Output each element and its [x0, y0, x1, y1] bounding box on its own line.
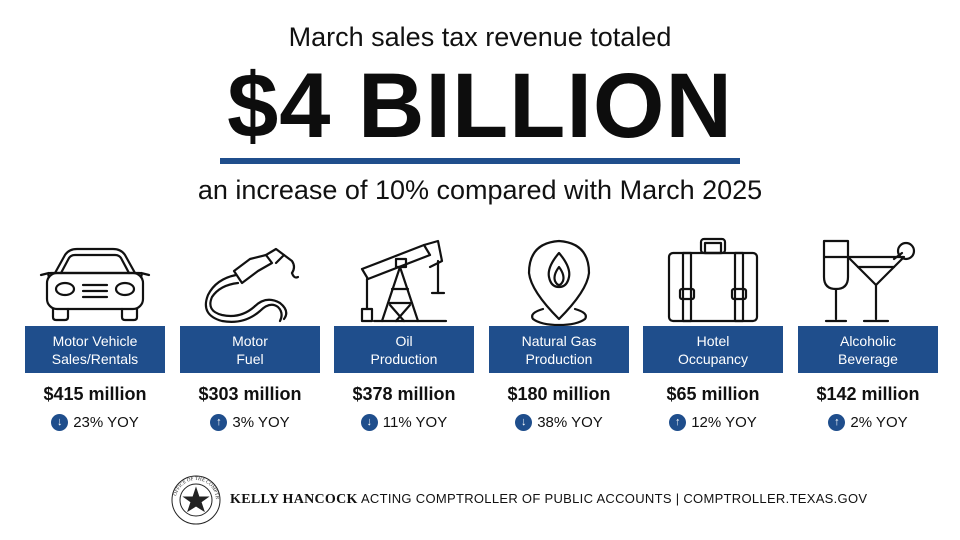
- arrow-up-icon: ↑: [828, 414, 846, 431]
- suitcase-icon: [643, 233, 783, 327]
- category-label-natural-gas: Natural Gas Production: [489, 326, 629, 373]
- headline: March sales tax revenue totaled: [288, 22, 672, 52]
- comptroller-seal-icon: OFFICE OF THE COMPTROLLER · TEXAS: [168, 471, 222, 526]
- footer: OFFICE OF THE COMPTROLLER · TEXAS KELLY …: [168, 471, 867, 526]
- yoy-motor-fuel: ↑ 3% YOY: [175, 414, 325, 431]
- fuel-nozzle-icon: [180, 233, 320, 327]
- footer-credit: KELLY HANCOCK ACTING COMPTROLLER OF PUBL…: [230, 491, 867, 508]
- arrow-down-icon: ↓: [360, 414, 378, 431]
- yoy-text: 11% YOY: [382, 414, 448, 431]
- amount-hotel-occupancy: $65 million: [666, 384, 760, 404]
- label-line: Motor Vehicle: [52, 332, 138, 349]
- arrow-down-icon: ↓: [515, 414, 533, 431]
- amount-natural-gas: $180 million: [507, 384, 611, 404]
- subheadline: an increase of 10% compared with March 2…: [197, 175, 763, 205]
- footer-separator: |: [675, 491, 680, 506]
- label-line: Fuel: [236, 350, 264, 367]
- amount-oil-production: $378 million: [352, 384, 456, 404]
- category-label-motor-fuel: Motor Fuel: [180, 326, 320, 373]
- label-line: Motor: [232, 332, 268, 349]
- arrow-up-icon: ↑: [669, 414, 687, 431]
- label-line: Alcoholic: [839, 332, 897, 349]
- amount-motor-vehicle: $415 million: [43, 384, 147, 404]
- yoy-text: 2% YOY: [850, 414, 908, 431]
- category-label-oil-production: Oil Production: [334, 326, 474, 373]
- yoy-text: 23% YOY: [73, 414, 139, 431]
- label-line: Production: [370, 350, 438, 367]
- label-line: Sales/Rentals: [51, 350, 139, 367]
- category-label-hotel-occupancy: Hotel Occupancy: [643, 326, 783, 373]
- category-label-alcoholic-beverage: Alcoholic Beverage: [798, 326, 938, 373]
- label-line: Hotel: [696, 332, 730, 349]
- yoy-motor-vehicle: ↓ 23% YOY: [20, 414, 170, 431]
- yoy-natural-gas: ↓ 38% YOY: [484, 414, 634, 431]
- arrow-down-icon: ↓: [51, 414, 69, 431]
- label-line: Beverage: [838, 350, 898, 367]
- gas-flame-pin-icon: [489, 233, 629, 327]
- yoy-hotel-occupancy: ↑ 12% YOY: [638, 414, 788, 431]
- yoy-text: 38% YOY: [537, 414, 603, 431]
- cocktail-glasses-icon: [798, 233, 938, 327]
- yoy-text: 12% YOY: [691, 414, 757, 431]
- oil-pump-icon: [334, 233, 474, 327]
- yoy-text: 3% YOY: [232, 414, 290, 431]
- website-link[interactable]: COMPTROLLER.TEXAS.GOV: [683, 491, 868, 506]
- label-line: Natural Gas: [521, 332, 597, 349]
- total-amount: $4 BILLION: [227, 55, 733, 157]
- category-label-motor-vehicle: Motor Vehicle Sales/Rentals: [25, 326, 165, 373]
- official-title: ACTING COMPTROLLER OF PUBLIC ACCOUNTS: [360, 491, 672, 506]
- amount-alcoholic-beverage: $142 million: [816, 384, 920, 404]
- label-line: Occupancy: [677, 350, 749, 367]
- arrow-up-icon: ↑: [210, 414, 228, 431]
- amount-motor-fuel: $303 million: [198, 384, 302, 404]
- label-line: Production: [525, 350, 593, 367]
- label-line: Oil: [395, 332, 413, 349]
- divider-rule: [220, 158, 740, 164]
- car-icon: [25, 233, 165, 327]
- official-name: KELLY HANCOCK: [230, 492, 358, 507]
- yoy-alcoholic-beverage: ↑ 2% YOY: [793, 414, 943, 431]
- yoy-oil-production: ↓ 11% YOY: [329, 414, 479, 431]
